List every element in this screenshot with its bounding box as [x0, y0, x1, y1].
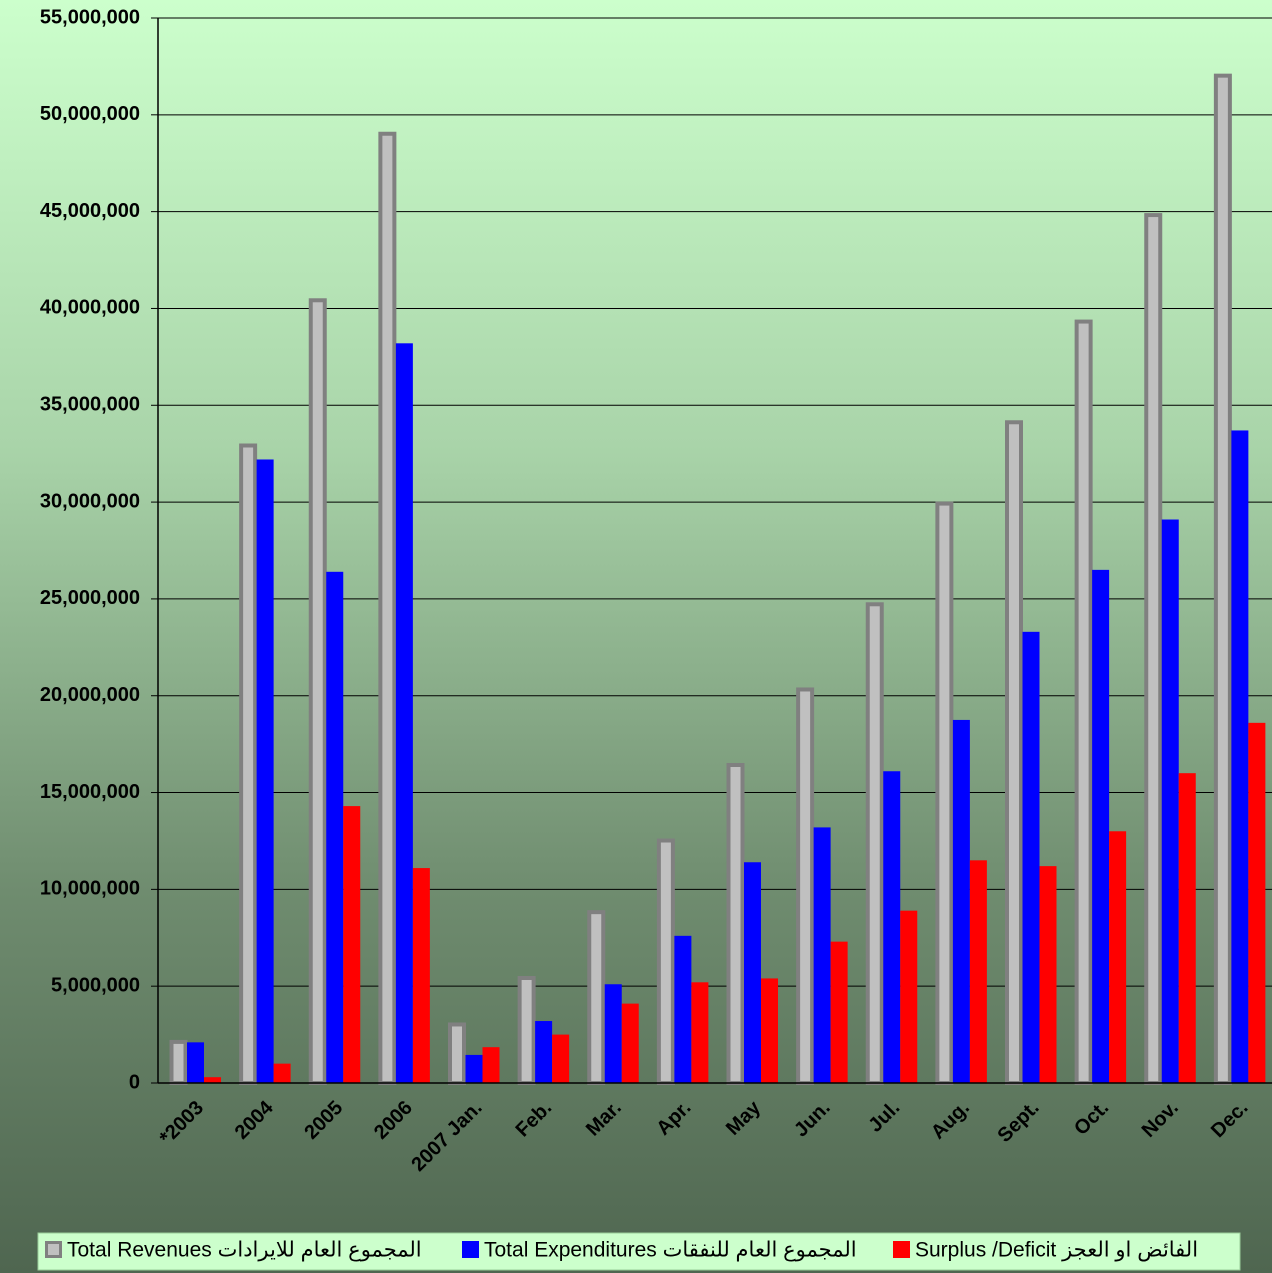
bar: [308, 298, 327, 1086]
bar: [273, 1063, 291, 1083]
bar: [1109, 831, 1127, 1083]
bar: [395, 343, 413, 1083]
bar: [761, 978, 778, 1083]
bar: [448, 1022, 466, 1086]
bar: [656, 838, 675, 1085]
legend-swatch: [893, 1241, 910, 1258]
bar: [343, 806, 361, 1083]
bar: [169, 1039, 188, 1086]
bar: [412, 868, 430, 1083]
bar: [1144, 213, 1163, 1085]
y-tick-label: 50,000,000: [40, 103, 140, 125]
bar: [796, 687, 815, 1085]
bar: [378, 131, 397, 1085]
bar: [1213, 73, 1232, 1086]
legend-label: Total Revenues المجموع العام للايرادات: [67, 1239, 422, 1262]
legend-swatch: [45, 1241, 62, 1258]
y-tick-label: 5,000,000: [51, 974, 140, 996]
bar: [535, 1021, 553, 1083]
y-tick-label: 25,000,000: [40, 587, 140, 609]
bar: [813, 827, 831, 1083]
bar: [187, 1042, 204, 1083]
y-tick-label: 55,000,000: [40, 6, 140, 28]
bar: [326, 571, 344, 1083]
bar: [830, 941, 848, 1083]
bar: [517, 976, 536, 1085]
y-tick-label: 10,000,000: [40, 878, 140, 900]
bar: [691, 982, 709, 1083]
bar: [1161, 519, 1179, 1083]
legend-swatch: [462, 1241, 479, 1258]
bar: [1231, 430, 1249, 1084]
bar: [674, 935, 692, 1083]
bar: [465, 1054, 483, 1083]
bar: [1178, 773, 1196, 1083]
bar: [935, 501, 954, 1086]
bar: [883, 771, 901, 1083]
y-tick-label: 15,000,000: [40, 781, 140, 803]
bar: [552, 1034, 570, 1083]
y-tick-label: 40,000,000: [40, 297, 140, 319]
bar: [1248, 722, 1266, 1083]
bar: [239, 443, 258, 1085]
bar: [621, 1003, 639, 1083]
y-tick-label: 20,000,000: [40, 684, 140, 706]
bar: [969, 860, 987, 1083]
legend-label: Surplus /Deficit الفائض او العجز: [915, 1239, 1198, 1262]
legend-label: Total Expenditures المجموع العام للنفقات: [484, 1239, 857, 1262]
bar: [1022, 631, 1040, 1083]
y-tick-label: 45,000,000: [40, 200, 140, 222]
bar: [865, 602, 884, 1085]
bar: [256, 459, 274, 1083]
legend-box: [37, 1232, 1241, 1271]
y-tick-label: 30,000,000: [40, 490, 140, 512]
y-tick-label: 35,000,000: [40, 394, 140, 416]
bar: [482, 1047, 500, 1083]
bar: [900, 910, 918, 1083]
bar: [744, 862, 761, 1083]
bar: [952, 719, 970, 1083]
bar: [1074, 319, 1093, 1085]
bar: [204, 1077, 221, 1083]
bar: [1039, 866, 1057, 1083]
bar: [726, 763, 745, 1085]
y-tick-label: 0: [129, 1071, 140, 1093]
bar: [604, 984, 622, 1083]
bar: [1092, 569, 1110, 1083]
bar: [587, 910, 606, 1085]
bar: [1005, 420, 1023, 1086]
